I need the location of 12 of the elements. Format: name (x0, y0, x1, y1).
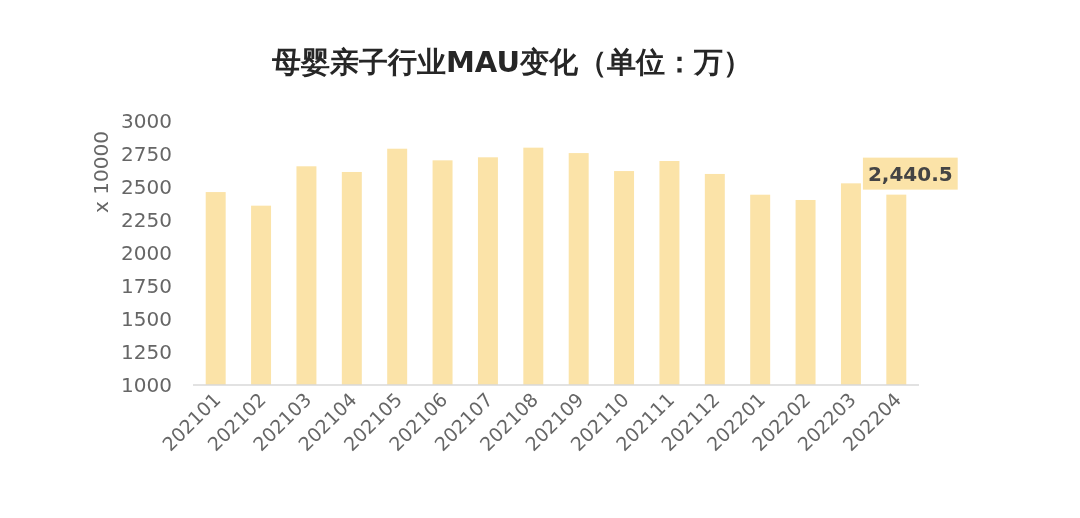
y-tick-label: 1500 (121, 306, 172, 331)
y-tick-label: 2000 (121, 240, 172, 265)
y-tick-label: 2750 (121, 141, 172, 166)
y-tick-label: 1000 (121, 373, 172, 397)
y-tick-label: 1250 (121, 339, 172, 364)
y-tick-label: 1750 (121, 273, 172, 298)
y-tick-label: 3000 (121, 108, 172, 133)
data-label: 2,440.5 (867, 161, 953, 186)
chart-title: 母婴亲子行业MAU变化（单位：万） (271, 45, 752, 79)
y-tick-label: 2250 (121, 207, 172, 232)
y-tick-label: 2500 (121, 174, 172, 199)
y-axis-title: x 10000 (89, 131, 113, 213)
